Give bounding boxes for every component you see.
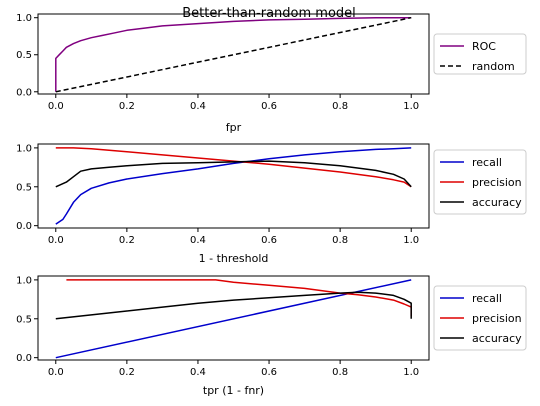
subplot-2: 0.0 0.2 0.4 0.6 0.8 1.0 0.0 0.5 1.0 1 - threshold… <box>16 143 527 265</box>
x-tick-label: 0.4 <box>190 367 206 378</box>
x-tick-label: 0.6 <box>261 367 277 378</box>
legend: recall precision accuracy <box>433 285 527 351</box>
x-tick-label: 0.6 <box>261 235 277 246</box>
x-tick-label: 1.0 <box>403 235 419 246</box>
y-tick-label: 1.0 <box>16 275 32 286</box>
series-line-random <box>55 16 412 93</box>
x-tick-label: 0.6 <box>261 101 277 112</box>
legend: ROC random <box>433 33 527 75</box>
series-line-recall <box>55 147 412 225</box>
x-axis-label: fpr <box>226 121 242 134</box>
legend-label: precision <box>472 176 522 189</box>
legend-label: precision <box>472 312 522 325</box>
x-tick-label: 0.2 <box>119 235 135 246</box>
x-tick-label: 1.0 <box>403 101 419 112</box>
y-tick-label: 0.5 <box>16 182 32 193</box>
series-line-precision <box>55 147 412 188</box>
y-tick-label: 0.5 <box>16 314 32 325</box>
x-tick-label: 0.4 <box>190 101 206 112</box>
y-tick-label: 0.0 <box>16 221 32 232</box>
axes-frame <box>37 143 430 229</box>
series-line-accuracy <box>55 160 412 188</box>
subplot-1: 0.0 0.2 0.4 0.6 0.8 1.0 0.0 0.5 1.0 fpr ROC random <box>16 13 527 134</box>
subplot-3: 0.0 0.2 0.4 0.6 0.8 1.0 0.0 0.5 1.0 tpr (1 - fnr)… <box>16 275 527 397</box>
x-tick-label: 0.0 <box>48 235 64 246</box>
legend-box <box>433 285 527 351</box>
series-line-roc <box>55 16 412 92</box>
x-tick-label: 1.0 <box>403 367 419 378</box>
legend-box <box>433 149 527 215</box>
legend-box <box>433 33 527 75</box>
legend-label: random <box>472 60 515 73</box>
x-tick-label: 0.8 <box>332 235 348 246</box>
x-tick-label: 0.2 <box>119 367 135 378</box>
axes-frame <box>37 275 430 361</box>
legend-label: ROC <box>472 40 496 53</box>
x-axis-label: 1 - threshold <box>199 252 269 265</box>
y-tick-label: 0.5 <box>16 50 32 61</box>
axes-frame <box>37 13 430 95</box>
y-tick-label: 1.0 <box>16 13 32 24</box>
x-tick-label: 0.0 <box>48 367 64 378</box>
legend-label: accuracy <box>472 332 522 345</box>
x-tick-label: 0.4 <box>190 235 206 246</box>
legend-label: recall <box>472 156 502 169</box>
x-tick-label: 0.8 <box>332 101 348 112</box>
legend: recall precision accuracy <box>433 149 527 215</box>
y-tick-label: 0.0 <box>16 353 32 364</box>
y-tick-label: 0.0 <box>16 87 32 98</box>
x-tick-label: 0.0 <box>48 101 64 112</box>
x-tick-label: 0.2 <box>119 101 135 112</box>
x-tick-label: 0.8 <box>332 367 348 378</box>
x-axis-label: tpr (1 - fnr) <box>203 384 264 397</box>
legend-label: accuracy <box>472 196 522 209</box>
figure-title: Better-than-random model <box>182 6 356 21</box>
series-line-accuracy <box>55 291 412 320</box>
y-tick-label: 1.0 <box>16 143 32 154</box>
legend-label: recall <box>472 292 502 305</box>
series-line-precision <box>66 279 412 317</box>
